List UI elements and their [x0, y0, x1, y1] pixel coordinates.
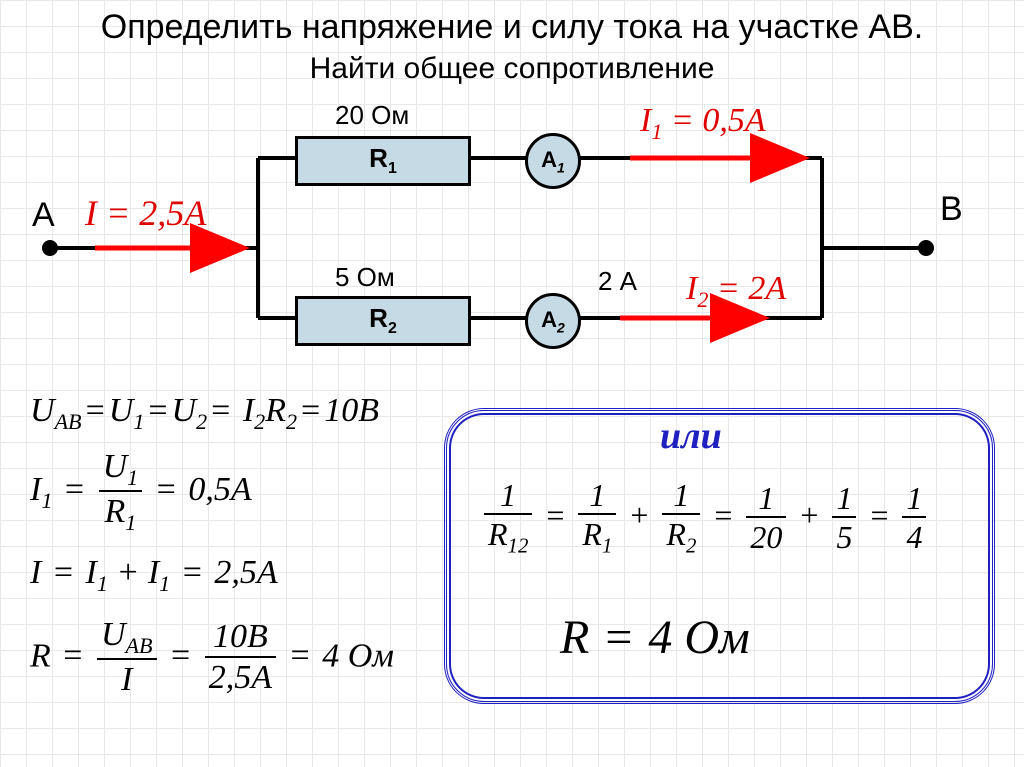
formula-I1: I1 = 0,5А — [640, 102, 766, 145]
ammeter-A2: A2 — [525, 293, 581, 349]
circuit-diagram — [0, 0, 1024, 380]
terminal-B-label: В — [940, 190, 963, 229]
A1-label: A — [541, 147, 557, 172]
terminal-A-label: А — [32, 196, 55, 235]
equation-R: R = UABI = 10В2,5A = 4 Ом — [30, 616, 394, 701]
terminal-B-dot — [918, 240, 934, 256]
formula-I2: I2 = 2А — [686, 270, 786, 313]
R2-sub: 2 — [388, 320, 397, 337]
A2-sub: 2 — [557, 319, 565, 335]
equation-UAB: UAB=U1=U2= I2R2=10В — [30, 392, 379, 435]
terminal-A-dot — [42, 240, 58, 256]
ammeter-A1: A1 — [525, 133, 581, 189]
A2-label: A — [541, 307, 557, 332]
equation-Isum: I = I1 + I1 = 2,5A — [30, 554, 278, 597]
A1-sub: 1 — [557, 159, 565, 175]
R1-value: 20 Ом — [335, 100, 409, 131]
formula-I: I = 2,5А — [85, 192, 206, 234]
R2-value: 5 Ом — [335, 262, 395, 293]
resistor-R2: R2 — [295, 296, 471, 346]
alternative-title: или — [660, 414, 722, 458]
resistor-R1: R1 — [295, 136, 471, 186]
equation-parallel: 1R12 = 1R1 + 1R2 = 120 + 15 = 14 — [482, 478, 928, 560]
R2-label: R — [369, 303, 388, 333]
equation-I1: I1 = U1R1 = 0,5A — [30, 448, 252, 536]
R1-label: R — [369, 143, 388, 173]
R1-sub: 1 — [388, 160, 397, 177]
A2-reading: 2 А — [598, 266, 637, 297]
equation-R-result: R = 4 Ом — [560, 610, 750, 665]
